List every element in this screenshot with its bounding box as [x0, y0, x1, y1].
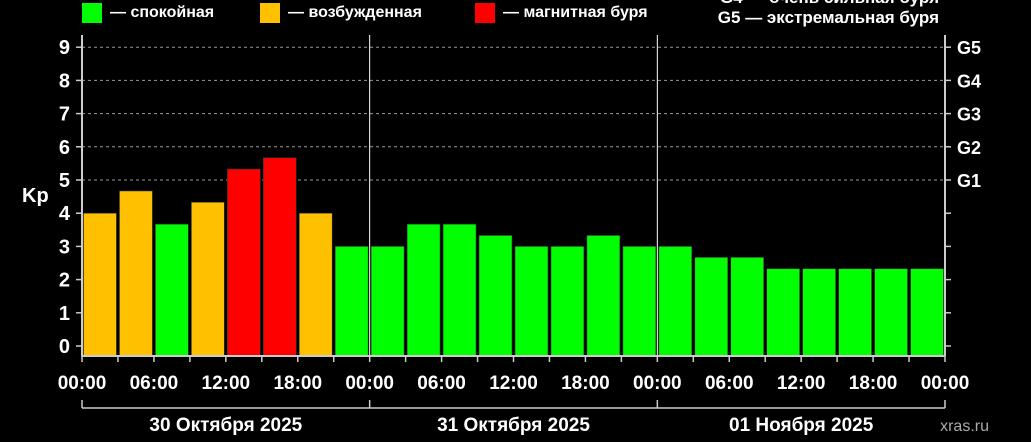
- kp-bar: [514, 246, 549, 357]
- x-tick-label: 00:00: [58, 373, 107, 394]
- y-tick-label: 4: [59, 203, 71, 225]
- watermark: xras.ru: [940, 418, 989, 435]
- g5-legend: G5 — экстремальная буря: [717, 8, 939, 27]
- kp-bar: [442, 223, 477, 357]
- kp-bar: [191, 201, 225, 357]
- y-tick-label: 3: [59, 236, 70, 258]
- g-level-label: G5: [957, 38, 981, 58]
- kp-bar: [227, 168, 261, 357]
- g-level-label: G4: [957, 71, 981, 91]
- legend-label: — магнитная буря: [503, 4, 648, 21]
- y-tick-label: 2: [59, 270, 70, 292]
- legend-quiet: — спокойная: [82, 3, 214, 23]
- kp-bar: [83, 212, 117, 357]
- legend-swatch: [82, 3, 102, 23]
- y-tick-label: 8: [59, 70, 70, 92]
- x-tick-label: 12:00: [489, 373, 538, 394]
- g-level-label: G1: [957, 171, 981, 191]
- kp-bar: [262, 157, 297, 357]
- x-tick-label: 18:00: [849, 373, 898, 394]
- legend-label: — возбужденная: [288, 4, 422, 21]
- legend-label: — спокойная: [110, 4, 215, 21]
- kp-bar: [838, 268, 872, 357]
- x-tick-label: 12:00: [777, 373, 826, 394]
- kp-bar: [119, 190, 153, 357]
- kp-bar: [694, 257, 729, 357]
- kp-bar: [874, 268, 908, 357]
- y-tick-label: 9: [59, 37, 70, 59]
- g-level-label: G2: [957, 138, 981, 158]
- y-axis-label: Kp: [22, 185, 49, 207]
- x-tick-label: 12:00: [202, 373, 251, 394]
- legend-swatch: [475, 3, 495, 23]
- x-tick-label: 18:00: [273, 373, 322, 394]
- kp-bar: [550, 246, 585, 357]
- kp-bar: [658, 246, 693, 357]
- kp-bar: [910, 268, 944, 357]
- x-tick-label: 06:00: [705, 373, 754, 394]
- date-label: 30 Октября 2025: [149, 415, 302, 436]
- x-tick-label: 00:00: [633, 373, 682, 394]
- kp-bar: [730, 257, 765, 357]
- x-tick-label: 00:00: [921, 373, 970, 394]
- kp-bar: [298, 212, 333, 357]
- g-level-label: G3: [957, 105, 981, 125]
- date-label: 01 Ноября 2025: [729, 415, 874, 436]
- x-tick-label: 06:00: [130, 373, 179, 394]
- date-label: 31 Октября 2025: [437, 415, 590, 436]
- x-tick-label: 18:00: [561, 373, 610, 394]
- kp-bar: [478, 235, 513, 357]
- legend-active: — возбужденная: [260, 3, 422, 23]
- kp-bar: [334, 246, 369, 357]
- kp-bar: [766, 268, 800, 357]
- g4-legend: G4 — очень сильная буря: [720, 0, 939, 8]
- kp-bar: [622, 246, 657, 357]
- legend-storm: — магнитная буря: [475, 3, 648, 23]
- x-tick-label: 06:00: [417, 373, 466, 394]
- y-tick-label: 5: [59, 170, 70, 192]
- kp-bar: [586, 235, 621, 357]
- x-tick-label: 00:00: [345, 373, 394, 394]
- y-tick-label: 7: [59, 104, 70, 126]
- y-tick-label: 1: [59, 303, 70, 325]
- kp-bar: [802, 268, 836, 357]
- kp-bar: [406, 223, 441, 357]
- y-tick-label: 0: [59, 336, 70, 358]
- kp-bar: [155, 223, 189, 357]
- kp-bar: [370, 246, 405, 357]
- legend-swatch: [260, 3, 280, 23]
- y-tick-label: 6: [59, 137, 70, 159]
